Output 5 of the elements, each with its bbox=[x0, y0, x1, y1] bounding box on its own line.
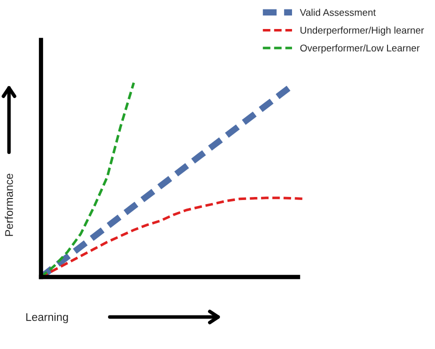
legend-label: Underperformer/High learner bbox=[300, 26, 424, 36]
y-axis-title: Performance bbox=[4, 174, 13, 236]
x-axis-title: Learning bbox=[26, 312, 68, 324]
legend-label: Valid Assessment bbox=[300, 8, 376, 16]
legend-label: Overperformer/Low Learner bbox=[300, 44, 420, 54]
